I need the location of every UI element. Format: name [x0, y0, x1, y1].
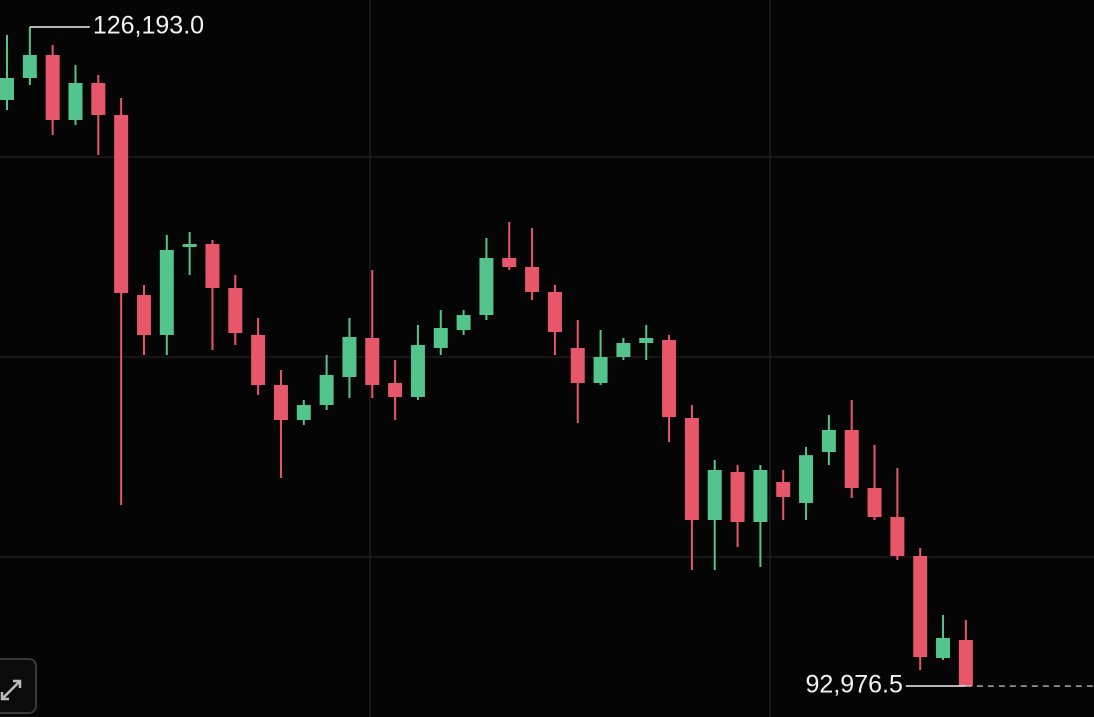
candle-body	[342, 337, 357, 378]
candle-body	[730, 472, 745, 523]
candle-body	[913, 556, 928, 658]
candle-body	[525, 267, 540, 293]
candle-body	[136, 294, 151, 335]
candle-body	[273, 384, 288, 420]
candle-body	[251, 334, 266, 385]
candle-body	[593, 357, 608, 383]
candle-body	[22, 54, 37, 78]
candle-body	[456, 314, 471, 330]
candle-body	[890, 517, 905, 557]
candle-body	[228, 287, 243, 333]
candle-body	[958, 639, 973, 687]
candle-body	[684, 418, 699, 520]
candle-body	[433, 327, 448, 348]
expand-button[interactable]	[0, 658, 37, 714]
annotation-label: 126,193.0	[93, 12, 204, 40]
candle-body	[388, 382, 403, 398]
candle-body	[410, 344, 425, 398]
candle-body	[502, 257, 517, 268]
button-frame[interactable]	[0, 658, 37, 714]
candle-body	[776, 482, 791, 498]
candle-body	[707, 469, 722, 520]
candle-body	[114, 114, 129, 293]
candle-body	[936, 637, 951, 658]
candle-body	[662, 339, 677, 418]
candle-body	[68, 82, 83, 120]
candle-body	[753, 469, 768, 523]
candle-body	[570, 347, 585, 383]
candle-body	[319, 374, 334, 405]
candle-body	[821, 429, 836, 453]
candle-body	[844, 429, 859, 488]
candle-body	[45, 54, 60, 120]
candle-body	[0, 77, 14, 100]
candle-body	[616, 343, 631, 358]
annotation-label: 92,976.5	[806, 671, 903, 699]
candle-body	[182, 244, 197, 248]
candle-body	[159, 249, 174, 335]
candle-body	[799, 455, 814, 503]
candle-body	[296, 404, 311, 420]
plot-area: 126,193.0 92,976.5	[0, 12, 1094, 699]
expand-icon[interactable]	[0, 679, 22, 701]
candle-body	[867, 487, 882, 518]
candle-body	[479, 257, 494, 315]
candle-body	[547, 292, 562, 333]
candle-body	[91, 82, 106, 115]
candle-body	[365, 337, 380, 385]
candle-body	[205, 244, 220, 288]
candle-body	[639, 337, 654, 344]
